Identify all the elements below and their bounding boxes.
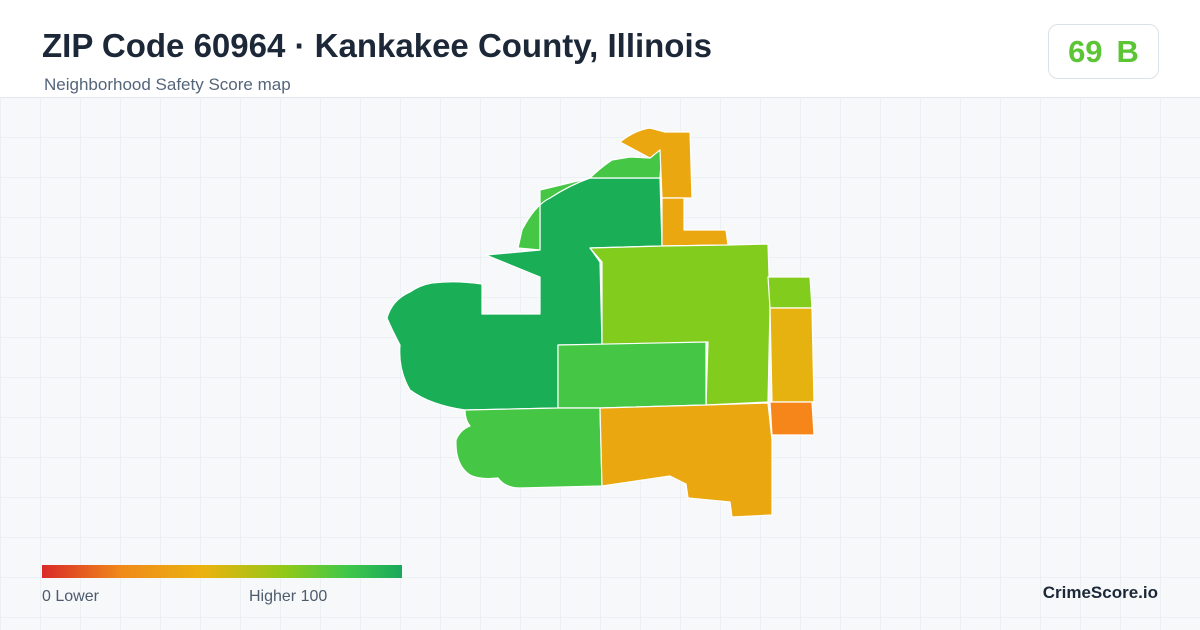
map-area[interactable] [599,402,773,518]
map-area[interactable] [619,127,693,199]
map-area[interactable] [769,401,815,436]
zip-map[interactable] [0,97,1200,630]
map-area[interactable] [589,243,771,406]
page-title: ZIP Code 60964 · Kankakee County, Illino… [42,27,712,64]
brand-logo: CrimeScore.io [1042,583,1158,602]
header: ZIP Code 60964 · Kankakee County, Illino… [0,0,1200,98]
score-value: 69 [1068,33,1103,69]
page-subtitle: Neighborhood Safety Score map [44,75,291,94]
map-area[interactable] [767,276,813,309]
map-area[interactable] [455,407,603,489]
score-badge: 69 B [1048,24,1159,79]
map-area[interactable] [557,341,707,409]
legend-color-scale [42,565,402,578]
map-area[interactable] [386,177,663,411]
score-grade: B [1116,33,1139,69]
map-area[interactable] [517,147,663,251]
map-area[interactable] [769,307,815,403]
legend-min-label: 0 Lower [42,588,99,605]
legend-max-label: Higher 100 [249,588,328,605]
